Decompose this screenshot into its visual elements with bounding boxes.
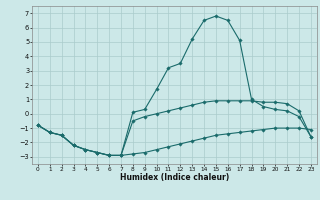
X-axis label: Humidex (Indice chaleur): Humidex (Indice chaleur) [120,173,229,182]
